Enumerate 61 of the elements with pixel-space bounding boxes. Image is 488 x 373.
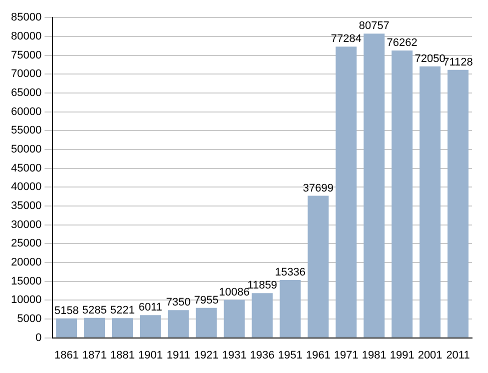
bar	[196, 308, 217, 338]
y-tick-label: 60000	[10, 106, 42, 118]
bar	[420, 66, 441, 338]
x-tick-label: 1881	[110, 349, 135, 362]
bar	[140, 315, 161, 338]
data-label: 15336	[274, 266, 306, 279]
bar	[224, 300, 245, 338]
y-tick-label: 70000	[10, 68, 42, 80]
bar	[84, 318, 106, 338]
y-tick-label: 85000	[10, 12, 42, 24]
bar	[364, 34, 385, 338]
y-tick-label: 45000	[10, 162, 42, 174]
x-tick-label: 1911	[166, 349, 190, 362]
y-tick-label: 50000	[10, 143, 42, 156]
x-tick-label: 1991	[390, 349, 414, 362]
data-label: 80757	[358, 20, 390, 32]
bar	[448, 70, 469, 338]
data-label: 76262	[386, 37, 418, 50]
data-label: 7350	[166, 296, 191, 309]
x-tick-label: 1901	[138, 349, 163, 362]
y-tick-label: 30000	[10, 218, 42, 231]
bar	[280, 280, 301, 338]
y-tick-label: 65000	[10, 86, 42, 99]
y-tick-label: 55000	[10, 124, 42, 137]
data-label: 7955	[194, 294, 219, 306]
x-tick-label: 1931	[222, 349, 247, 362]
data-label: 5285	[82, 304, 107, 316]
data-label: 5158	[54, 304, 79, 317]
x-tick-label: 1981	[362, 349, 386, 362]
y-tick-label: 75000	[10, 49, 42, 62]
bar	[112, 318, 133, 338]
y-tick-label: 80000	[10, 30, 42, 42]
y-tick-label: 0	[35, 332, 42, 344]
bar	[392, 50, 413, 338]
x-tick-label: 2011	[446, 349, 470, 362]
x-tick-label: 1936	[250, 349, 275, 362]
x-tick-label: 1871	[82, 349, 107, 362]
x-tick-label: 1971	[334, 349, 358, 362]
x-tick-label: 1921	[194, 349, 219, 362]
data-label: 72050	[414, 52, 446, 65]
bar	[308, 196, 329, 338]
bar	[252, 293, 273, 338]
bar	[56, 318, 78, 338]
data-label: 37699	[302, 182, 334, 194]
x-tick-label: 1861	[54, 349, 79, 362]
bar	[336, 46, 357, 338]
y-tick-label: 25000	[10, 238, 42, 250]
y-tick-label: 40000	[10, 181, 42, 194]
y-tick-label: 5000	[17, 312, 42, 325]
data-label: 6011	[138, 302, 162, 314]
y-tick-label: 15000	[10, 275, 42, 288]
y-tick-label: 10000	[10, 294, 42, 306]
data-label: 5221	[110, 304, 135, 317]
x-tick-label: 1951	[278, 349, 302, 362]
y-tick-label: 20000	[10, 256, 42, 268]
y-tick-label: 35000	[10, 200, 42, 212]
bar	[168, 310, 189, 338]
data-label: 77284	[330, 33, 362, 46]
data-label: 10086	[219, 286, 250, 298]
x-tick-label: 2001	[418, 349, 442, 362]
x-tick-label: 1961	[306, 349, 330, 362]
